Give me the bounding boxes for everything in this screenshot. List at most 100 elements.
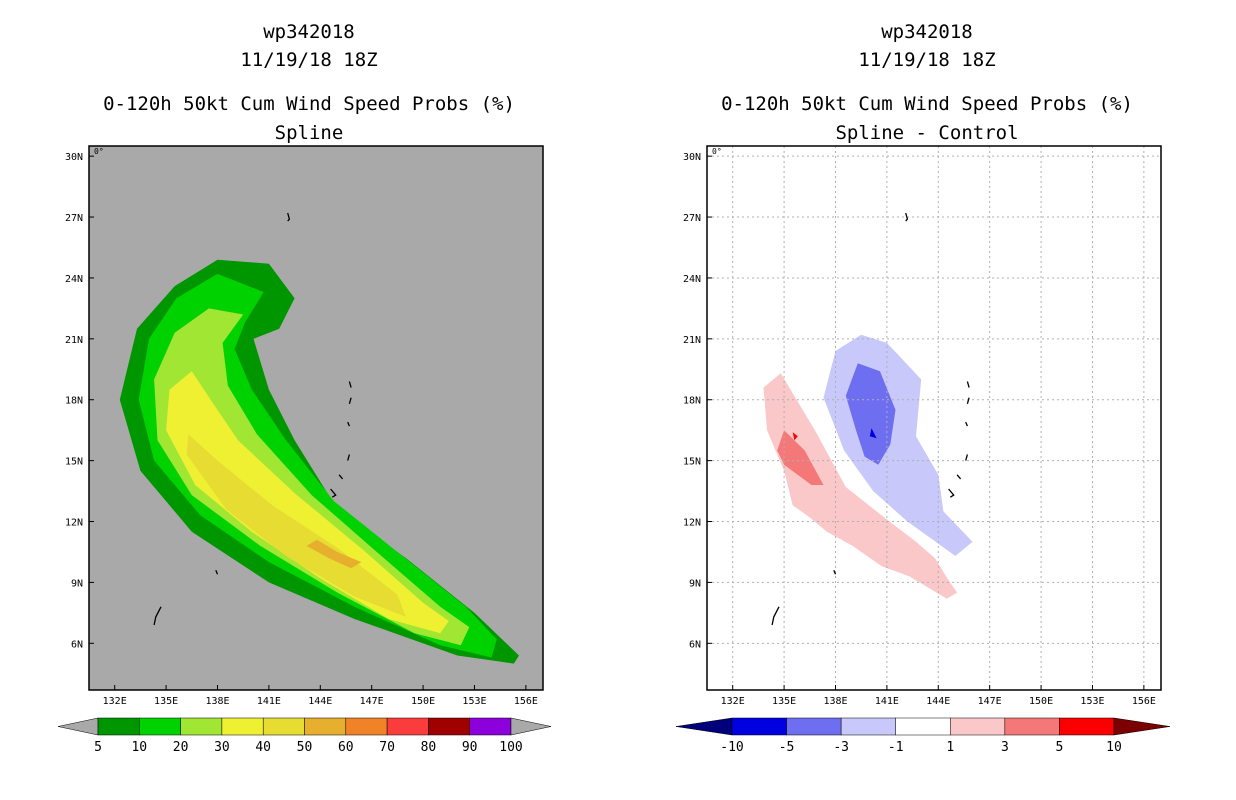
left-island-outline bbox=[215, 569, 219, 575]
left-colorbar-swatch bbox=[345, 717, 388, 736]
right-title-storm: wp342018 bbox=[881, 21, 973, 43]
left-corner-label: 0° bbox=[94, 147, 104, 156]
right-corner-label: 0° bbox=[712, 147, 722, 156]
right-colorbar-label: 10 bbox=[1106, 740, 1122, 755]
left-colorbar-label: 40 bbox=[255, 740, 271, 755]
left-colorbar-swatch bbox=[221, 717, 264, 736]
left-colorbar-label: 20 bbox=[173, 740, 189, 755]
right-lat-label: 9N bbox=[689, 578, 701, 589]
right-lat-label: 24N bbox=[683, 274, 701, 285]
right-island-outline bbox=[966, 397, 970, 404]
right-colorbar-swatch bbox=[895, 717, 951, 736]
left-lon-label: 135E bbox=[154, 696, 178, 707]
left-lon-label: 144E bbox=[308, 696, 332, 707]
left-lat-label: 18N bbox=[65, 396, 83, 407]
left-island-outline bbox=[347, 421, 350, 427]
left-colorbar-label: 10 bbox=[131, 740, 147, 755]
left-colorbar-label: 5 bbox=[94, 740, 102, 755]
left-lat-label: 24N bbox=[65, 274, 83, 285]
right-colorbar-arrow-low bbox=[675, 717, 733, 736]
left-colorbar-swatch bbox=[386, 717, 429, 736]
left-island-outline bbox=[330, 488, 337, 498]
right-lon-label: 141E bbox=[875, 696, 899, 707]
right-colorbar-swatch bbox=[950, 717, 1006, 736]
right-lat-label: 30N bbox=[683, 152, 701, 163]
left-lon-label: 156E bbox=[514, 696, 538, 707]
left-island-outline bbox=[348, 381, 352, 388]
right-colorbar-label: -10 bbox=[720, 740, 743, 755]
left-colorbar-arrow-high bbox=[510, 717, 552, 736]
left-colorbar-swatch bbox=[469, 717, 512, 736]
left-lon-label: 132E bbox=[103, 696, 127, 707]
left-lon-label: 147E bbox=[360, 696, 384, 707]
left-lat-label: 30N bbox=[65, 152, 83, 163]
right-colorbar-arrow-high bbox=[1113, 717, 1171, 736]
right-colorbar-swatch bbox=[840, 717, 896, 736]
left-colorbar-swatch bbox=[304, 717, 347, 736]
right-island-outline bbox=[905, 212, 909, 222]
left-colorbar-label: 90 bbox=[462, 740, 478, 755]
left-lat-label: 12N bbox=[65, 518, 83, 529]
right-lon-label: 138E bbox=[823, 696, 847, 707]
right-island-outline bbox=[956, 474, 962, 480]
right-lon-label: 153E bbox=[1080, 696, 1104, 707]
left-contour-level-50 bbox=[306, 539, 362, 569]
left-lat-label: 6N bbox=[71, 639, 83, 650]
right-title-method: Spline - Control bbox=[835, 122, 1018, 144]
right-colorbar-swatch bbox=[731, 717, 787, 736]
right-island-outline bbox=[966, 381, 970, 388]
left-colorbar-swatch bbox=[139, 717, 181, 736]
left-lat-label: 21N bbox=[65, 335, 83, 346]
right-colorbar-swatch bbox=[786, 717, 842, 736]
left-island-outline bbox=[348, 397, 352, 404]
left-lon-label: 150E bbox=[411, 696, 435, 707]
left-colorbar-label: 80 bbox=[421, 740, 437, 755]
right-colorbar-label: -3 bbox=[833, 740, 849, 755]
left-contour-level-30 bbox=[166, 371, 449, 634]
right-lon-label: 156E bbox=[1132, 696, 1156, 707]
left-colorbar-swatch bbox=[180, 717, 223, 736]
left-contour-level-40 bbox=[186, 434, 406, 617]
right-island-outline bbox=[965, 454, 969, 461]
left-island-outline bbox=[338, 474, 344, 480]
right-plot-frame bbox=[706, 145, 1162, 691]
left-colorbar-swatch bbox=[428, 717, 470, 736]
left-map: 132E 135E 138E 141E 144E 147E 150E 153E 156E 30N 2… bbox=[65, 145, 544, 707]
right-island-outline bbox=[833, 569, 837, 575]
right-colorbar-swatch bbox=[1059, 717, 1115, 736]
left-title-storm: wp342018 bbox=[263, 21, 355, 43]
right-colorbar-label: 3 bbox=[1001, 740, 1009, 755]
left-island-outline bbox=[347, 454, 351, 461]
right-lon-label: 144E bbox=[926, 696, 950, 707]
left-colorbar-label: 70 bbox=[379, 740, 395, 755]
left-plot-frame bbox=[88, 145, 544, 691]
right-lat-label: 18N bbox=[683, 396, 701, 407]
right-lat-label: 15N bbox=[683, 457, 701, 468]
left-lat-label: 27N bbox=[65, 213, 83, 224]
left-lon-label: 153E bbox=[462, 696, 486, 707]
left-colorbar-swatch bbox=[262, 717, 305, 736]
left-colorbar-label: 50 bbox=[297, 740, 313, 755]
right-colorbar: -10 -5 -3 -1 1 3 5 10 bbox=[675, 717, 1171, 755]
left-title-date: 11/19/18 18Z bbox=[240, 49, 377, 71]
right-lon-label: 135E bbox=[772, 696, 796, 707]
left-island-outline bbox=[153, 606, 162, 626]
right-contour-level-neg5 bbox=[869, 428, 877, 439]
right-lat-label: 12N bbox=[683, 518, 701, 529]
right-lon-label: 132E bbox=[721, 696, 745, 707]
left-lat-label: 9N bbox=[71, 578, 83, 589]
left-lon-label: 138E bbox=[205, 696, 229, 707]
right-colorbar-label: -1 bbox=[888, 740, 904, 755]
right-island-outline bbox=[965, 421, 968, 427]
right-contour-level-neg3 bbox=[845, 363, 896, 465]
left-lat-label: 15N bbox=[65, 457, 83, 468]
right-contour-level-1 bbox=[763, 373, 958, 599]
right-lon-label: 150E bbox=[1029, 696, 1053, 707]
left-lon-label: 141E bbox=[257, 696, 281, 707]
right-contour-level-3 bbox=[777, 430, 824, 485]
right-lat-label: 27N bbox=[683, 213, 701, 224]
left-title-product: 0-120h 50kt Cum Wind Speed Probs (%) bbox=[103, 93, 515, 115]
left-title-method: Spline bbox=[275, 122, 344, 144]
right-lon-label: 147E bbox=[978, 696, 1002, 707]
right-panel: wp342018 11/19/18 18Z 0-120h 50kt Cum Wi… bbox=[675, 21, 1171, 755]
